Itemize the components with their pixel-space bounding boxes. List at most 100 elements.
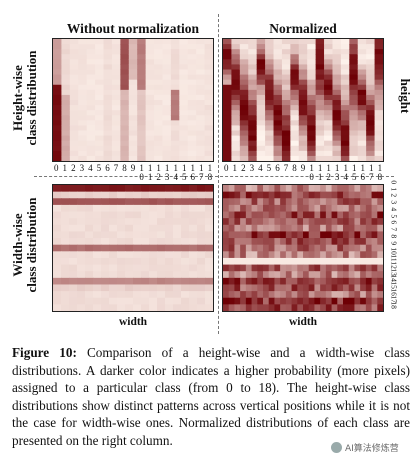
- cell-br-r12-c24: [360, 264, 367, 272]
- cell-tl-c11-r19: [145, 135, 155, 142]
- class-tick-right-10: 1 0: [309, 163, 314, 182]
- cell-tr-c2-r13: [239, 105, 249, 111]
- cell-tr-c12-r16: [324, 120, 334, 127]
- cell-bl-r9-c9: [125, 244, 134, 252]
- cell-bl-r16-c14: [165, 291, 174, 299]
- cell-tl-c17-r23: [196, 155, 206, 161]
- cell-br-r1-c11: [285, 191, 293, 199]
- cell-br-r10-c26: [371, 251, 378, 259]
- cell-br-r0-c15: [308, 185, 316, 193]
- cell-br-r9-c11: [285, 244, 293, 252]
- cell-bl-r1-c14: [165, 191, 174, 199]
- cell-br-r13-c19: [331, 271, 338, 279]
- cell-br-r13-c2: [234, 271, 241, 279]
- cell-br-r0-c13: [297, 185, 304, 193]
- cell-br-r4-c9: [274, 211, 281, 219]
- cell-bl-r9-c0: [53, 244, 62, 252]
- cell-tr-c15-r23: [349, 155, 359, 161]
- cell-br-r14-c10: [280, 277, 287, 286]
- cell-tr-c12-r12: [324, 100, 334, 106]
- cell-br-r14-c1: [228, 277, 236, 286]
- cell-tr-c12-r5: [324, 64, 334, 71]
- cell-bl-r6-c12: [149, 224, 158, 233]
- cell-bl-r4-c1: [61, 211, 70, 219]
- cell-br-r4-c23: [354, 211, 361, 219]
- cell-br-r2-c0: [223, 198, 230, 206]
- cell-bl-r10-c11: [141, 251, 150, 259]
- cell-tl-c1-r20: [61, 140, 71, 147]
- cell-tl-c7-r0: [111, 39, 121, 45]
- cell-br-r1-c21: [343, 191, 350, 199]
- cell-tl-c10-r5: [137, 64, 147, 71]
- cell-bl-r17-c18: [197, 297, 206, 305]
- cell-br-r6-c22: [348, 224, 356, 233]
- cell-tr-c10-r1: [307, 44, 317, 50]
- cell-br-r15-c26: [371, 284, 378, 292]
- cell-br-r15-c25: [365, 284, 373, 292]
- cell-br-r14-c3: [240, 277, 247, 286]
- cell-tr-c18-r6: [374, 69, 383, 76]
- cell-tl-c2-r15: [69, 115, 79, 121]
- cell-tr-c5-r4: [265, 59, 275, 66]
- cell-tl-c6-r16: [103, 120, 113, 127]
- cell-tr-c4-r16: [256, 120, 266, 127]
- cell-br-r10-c8: [268, 251, 276, 259]
- cell-tr-c14-r2: [340, 49, 350, 55]
- cell-br-r8-c1: [228, 238, 236, 246]
- cell-tl-c16-r18: [187, 130, 197, 137]
- cell-br-r14-c8: [268, 277, 276, 286]
- cell-tl-c8-r10: [120, 89, 130, 96]
- cell-bl-r12-c1: [61, 264, 70, 272]
- cell-tr-c14-r17: [340, 125, 350, 132]
- cell-tr-c12-r6: [324, 69, 334, 76]
- cell-tr-c0-r23: [223, 155, 233, 161]
- cell-tl-c10-r3: [137, 54, 147, 60]
- row-label-bottom: Width-wise class distribution: [10, 185, 41, 305]
- cell-br-r17-c2: [234, 297, 241, 305]
- cell-br-r12-c10: [280, 264, 287, 272]
- cell-tl-c13-r5: [162, 64, 172, 71]
- cell-tl-c14-r0: [170, 39, 180, 45]
- cell-bl-r18-c18: [197, 304, 206, 311]
- cell-bl-r8-c10: [133, 238, 142, 246]
- cell-bl-r0-c6: [101, 185, 110, 193]
- cell-bl-r1-c0: [53, 191, 62, 199]
- cell-bl-r6-c6: [101, 224, 110, 233]
- cell-br-r12-c15: [308, 264, 316, 272]
- cell-tr-c2-r17: [239, 125, 249, 132]
- cell-tl-c1-r21: [61, 145, 71, 152]
- cell-tl-c8-r5: [120, 64, 130, 71]
- cell-tl-c8-r14: [120, 110, 130, 116]
- cell-br-r13-c10: [280, 271, 287, 279]
- cell-br-r1-c4: [245, 191, 253, 199]
- cell-tr-c18-r3: [374, 54, 383, 60]
- cell-tr-c17-r17: [366, 125, 376, 132]
- cell-tr-c16-r6: [357, 69, 367, 76]
- cell-tl-c17-r2: [196, 49, 206, 55]
- cell-tl-c5-r12: [95, 100, 105, 106]
- cell-tl-c10-r4: [137, 59, 147, 66]
- cell-tl-c3-r20: [78, 140, 88, 147]
- cell-br-r15-c20: [337, 284, 344, 292]
- cell-bl-r15-c12: [149, 284, 158, 292]
- cell-br-r13-c22: [348, 271, 356, 279]
- cell-tl-c9-r22: [128, 150, 138, 157]
- class-tick-left-0: 0: [54, 163, 59, 173]
- cell-tr-c11-r10: [315, 89, 325, 96]
- cell-tl-c7-r2: [111, 49, 121, 55]
- cell-tr-c4-r3: [256, 54, 266, 60]
- cell-bl-r1-c1: [61, 191, 70, 199]
- cell-bl-r17-c13: [157, 297, 166, 305]
- cell-tl-c0-r1: [53, 44, 63, 50]
- cell-tl-c11-r7: [145, 74, 155, 81]
- cell-br-r17-c17: [320, 297, 327, 305]
- cell-tr-c13-r4: [332, 59, 342, 66]
- cell-tr-c11-r18: [315, 130, 325, 137]
- cell-br-r4-c21: [343, 211, 350, 219]
- cell-tl-c18-r22: [204, 150, 213, 157]
- class-tick-left-5: 5: [96, 163, 102, 173]
- cell-br-r17-c14: [303, 297, 310, 305]
- cell-br-r18-c24: [360, 304, 367, 311]
- cell-tl-c5-r9: [95, 84, 105, 91]
- cell-bl-r14-c8: [117, 277, 126, 286]
